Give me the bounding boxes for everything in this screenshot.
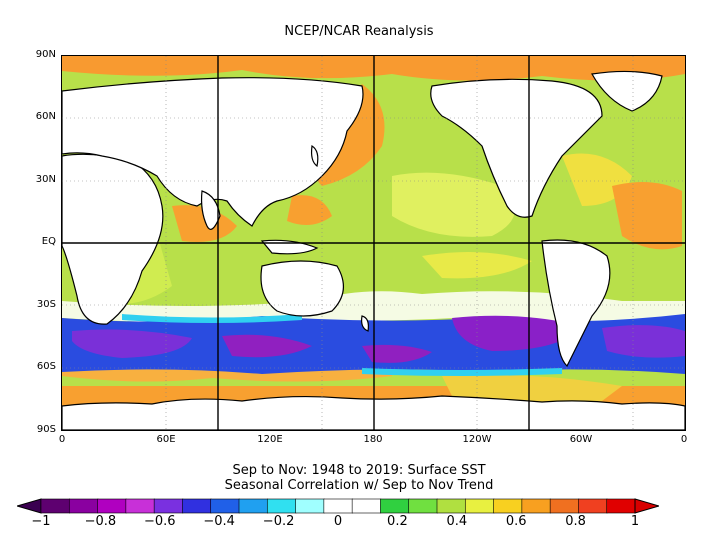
colorbar-tick-label: 1 [630,514,640,529]
colorbar-tick-label: 0.2 [387,514,408,529]
greenland-land [591,70,663,112]
colorbar-tick-label: −0.6 [144,514,176,529]
new-zealand-land [361,315,369,332]
purple-negative-core [72,329,192,358]
lon-label-0-right: 0 [680,434,688,445]
lat-label-90s: 90S [36,424,56,435]
colorbar-tick-label: 0.6 [505,514,527,529]
lon-label-60e: 60E [156,434,176,445]
colorbar-segment [606,498,636,514]
lat-label-60n: 60N [35,111,56,122]
lat-label-30s: 30S [36,299,56,310]
colorbar-tick-label: 0 [333,514,343,529]
colorbar-tick-label: −1 [31,514,51,529]
lon-label-180: 180 [363,434,383,445]
purple-negative-core [452,315,582,351]
colorbar-segment [210,498,240,514]
colorbar-segment [521,498,551,514]
colorbar-segment [295,498,325,514]
japan-land [310,144,319,168]
light-green-region [392,172,515,237]
orange-region [287,195,332,225]
solid-grid-lines [62,56,685,430]
colorbar-segment [40,498,71,514]
colorbar-segment [493,498,523,514]
lat-label-30n: 30N [35,174,56,185]
lon-label-120w: 120W [462,434,492,445]
colorbar-tick-label: −0.4 [203,514,235,529]
purple-negative-core [222,334,312,358]
colorbar-segment [380,498,410,514]
colorbar-segment [578,498,608,514]
colorbar-segment [436,498,467,514]
map-plot-area [61,55,686,431]
lon-label-60w: 60W [569,434,593,445]
lon-label-0-left: 0 [58,434,66,445]
colorbar-segment [97,498,127,514]
colorbar-segment [68,498,99,514]
lat-label-60s: 60S [36,361,56,372]
colorbar-segment [323,498,353,514]
colorbar-left-arrow [17,498,42,514]
colorbar-segment [266,498,297,514]
south-america-land [541,239,611,368]
colorbar-segment [238,498,269,514]
colorbar-tick-label: −0.8 [84,514,117,529]
colorbar [17,498,659,514]
caption-line-2: Seasonal Correlation w/ Sep to Nov Trend [224,478,494,493]
colorbar-segment [125,498,155,514]
cyan-fringe [362,368,562,376]
colorbar-tick-label: 0.8 [565,514,586,529]
colorbar-segment [182,498,212,514]
colorbar-segment [464,498,495,514]
orange-region [172,205,237,242]
lat-label-90n: 90N [35,49,56,60]
purple-negative-core [362,344,432,363]
colorbar-right-arrow [634,498,659,514]
lat-label-eq: EQ [41,236,56,247]
yellow-region [422,252,532,279]
colorbar-segment [153,498,184,514]
yellow-region [442,374,622,403]
purple-negative-core [602,325,685,358]
map-canvas [62,56,685,430]
india-land [200,190,221,230]
australia-land [260,260,344,317]
orange-region [612,182,682,250]
chart-title: NCEP/NCAR Reanalysis [284,24,434,39]
colorbar-segment [549,498,580,514]
colorbar-segment [408,498,438,514]
eurasia-land [62,77,364,227]
north-america-land [430,78,603,218]
colorbar-tick-label: −0.2 [262,514,295,529]
cyan-fringe [122,314,302,323]
lon-label-120e: 120E [257,434,283,445]
colorbar-segment [351,498,382,514]
colorbar-tick-label: 0.4 [446,514,468,529]
caption-line-1: Sep to Nov: 1948 to 2019: Surface SST [232,463,486,478]
